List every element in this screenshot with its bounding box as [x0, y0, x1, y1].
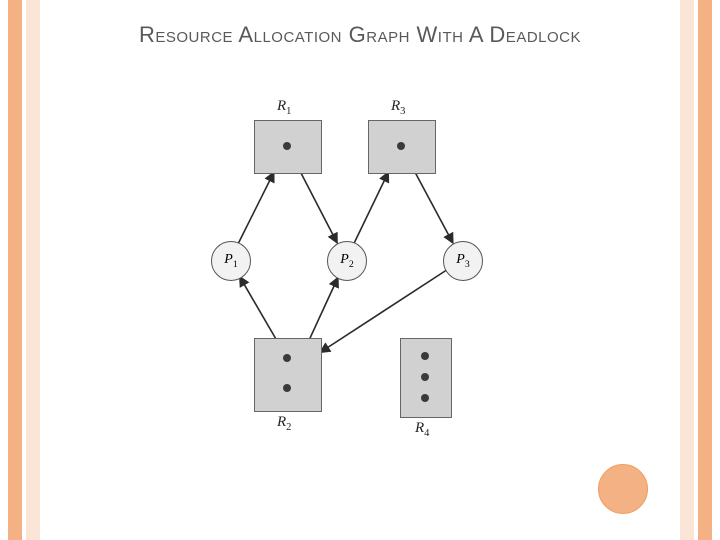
resource-R4-instance-2	[421, 394, 429, 402]
process-P2: P2	[327, 241, 367, 281]
resource-R4-instance-0	[421, 352, 429, 360]
side-stripe-1	[26, 0, 40, 540]
accent-circle	[598, 464, 648, 514]
resource-R1-instance-0	[283, 142, 291, 150]
side-stripe-2	[680, 0, 694, 540]
side-stripe-0	[8, 0, 22, 540]
process-P1: P1	[211, 241, 251, 281]
resource-R4-instance-1	[421, 373, 429, 381]
resource-label-R4: R4	[415, 420, 429, 439]
resource-label-R3: R3	[391, 98, 405, 117]
resource-R2-instance-0	[283, 354, 291, 362]
process-P3: P3	[443, 241, 483, 281]
edge-2	[354, 172, 388, 243]
resource-label-R2: R2	[277, 414, 291, 433]
page-title: Resource Allocation Graph With A Deadloc…	[0, 22, 720, 48]
resource-R2	[254, 338, 322, 412]
edge-0	[238, 172, 274, 243]
resource-R3-instance-0	[397, 142, 405, 150]
resource-R2-instance-1	[283, 384, 291, 392]
resource-allocation-graph: R1 R2 R3 R4 P1 P2 P3	[200, 90, 520, 450]
side-stripe-3	[698, 0, 712, 540]
resource-label-R1: R1	[277, 98, 291, 117]
